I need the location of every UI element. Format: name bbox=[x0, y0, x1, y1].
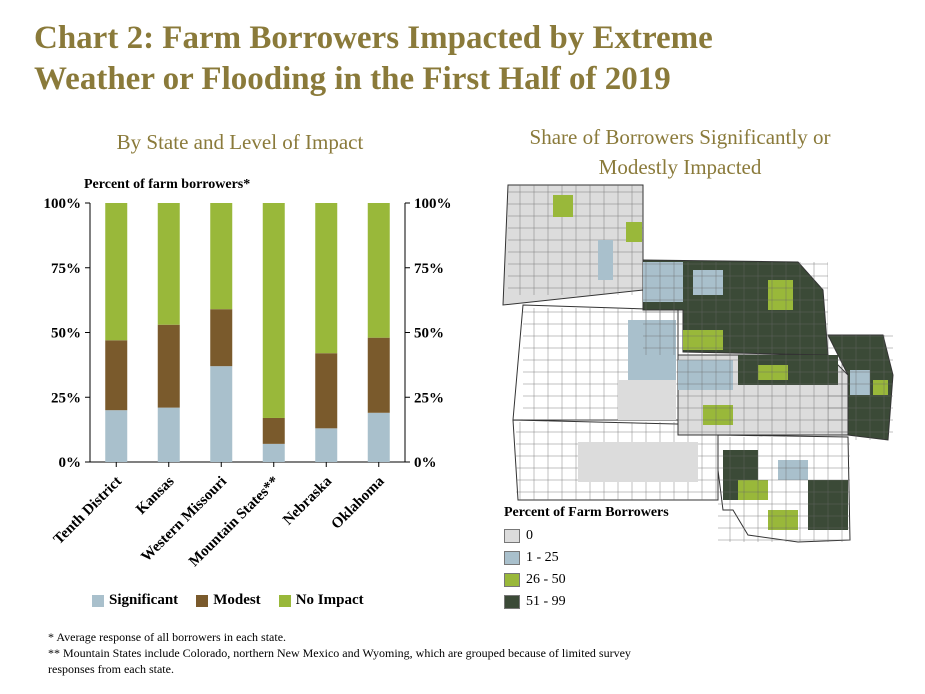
legend-swatch-modest bbox=[196, 594, 209, 607]
y-tick-label-left: 50% bbox=[51, 326, 81, 342]
bar-modest bbox=[210, 309, 233, 367]
map-county-co-2 bbox=[618, 380, 676, 420]
y-tick-label-left: 0% bbox=[59, 455, 82, 471]
y-tick-label-left: 100% bbox=[44, 196, 82, 212]
right-subtitle-line-1: Share of Borrowers Significantly or bbox=[529, 125, 831, 149]
bar-no-impact bbox=[262, 203, 285, 418]
right-subtitle: Share of Borrowers Significantly or Mode… bbox=[490, 122, 870, 182]
bar-modest bbox=[315, 353, 338, 429]
footnotes: * Average response of all borrowers in e… bbox=[48, 629, 908, 677]
map-region-oklahoma-grid bbox=[718, 437, 850, 542]
map-legend-row-2: 26 - 50 bbox=[504, 569, 669, 591]
map-legend-swatch-0 bbox=[504, 529, 520, 543]
map-region-western-missouri-grid bbox=[828, 335, 893, 440]
y-axis-label: Percent of farm borrowers* bbox=[84, 177, 251, 192]
map-legend-swatch-1 bbox=[504, 551, 520, 565]
county-map bbox=[502, 184, 894, 543]
map-legend-row-1: 1 - 25 bbox=[504, 547, 669, 569]
x-tick-label: Nebraska bbox=[280, 473, 335, 528]
footnote-1: * Average response of all borrowers in e… bbox=[48, 630, 287, 644]
legend-label-no-impact: No Impact bbox=[295, 592, 364, 608]
map-legend-row-3: 51 - 99 bbox=[504, 591, 669, 613]
y-tick-label-right: 50% bbox=[414, 326, 444, 342]
stacked-bar-chart: 0% 0% 25% 25% 50% 50% 75% 75% 100% 100% Tenth Dist… bbox=[44, 196, 452, 570]
legend-no-impact: No Impact bbox=[278, 592, 364, 609]
legend-significant: Significant bbox=[92, 592, 178, 609]
x-tick-label: Mountain States** bbox=[186, 474, 282, 570]
map-legend: Percent of Farm Borrowers 0 1 - 25 26 - … bbox=[504, 505, 669, 613]
right-subtitle-line-2: Modestly Impacted bbox=[598, 155, 762, 179]
x-tick-label: Oklahoma bbox=[329, 473, 388, 532]
title-line-2: Weather or Flooding in the First Half of… bbox=[34, 61, 671, 97]
map-legend-label-1: 1 - 25 bbox=[526, 550, 559, 565]
map-legend-label-0: 0 bbox=[526, 528, 533, 543]
y-tick-label-left: 25% bbox=[51, 390, 81, 406]
bar-legend: Significant Modest No Impact bbox=[92, 592, 364, 609]
y-tick-label-left: 75% bbox=[51, 261, 81, 277]
bar-modest bbox=[157, 324, 180, 408]
map-legend-label-2: 26 - 50 bbox=[526, 572, 566, 587]
map-legend-swatch-3 bbox=[504, 595, 520, 609]
bar-significant bbox=[210, 366, 233, 462]
map-county-wy-3 bbox=[598, 240, 613, 280]
legend-label-significant: Significant bbox=[109, 592, 179, 608]
legend-swatch-no-impact bbox=[278, 594, 291, 607]
bar-no-impact bbox=[105, 203, 128, 341]
bar-significant bbox=[367, 412, 390, 462]
footnote-2: ** Mountain States include Colorado, nor… bbox=[48, 646, 631, 660]
chart-title: Chart 2: Farm Borrowers Impacted by Extr… bbox=[34, 18, 904, 100]
left-subtitle: By State and Level of Impact bbox=[116, 130, 364, 154]
map-legend-title: Percent of Farm Borrowers bbox=[504, 505, 669, 520]
bar-significant bbox=[262, 443, 285, 462]
x-tick-label: Kansas bbox=[133, 473, 177, 517]
title-line-1: Chart 2: Farm Borrowers Impacted by Extr… bbox=[34, 20, 713, 56]
footnote-3: responses from each state. bbox=[48, 662, 174, 676]
bar-significant bbox=[315, 428, 338, 462]
x-tick-label: Tenth District bbox=[51, 474, 125, 548]
map-county-wy-1 bbox=[553, 195, 573, 217]
bar-significant bbox=[105, 410, 128, 462]
bar-no-impact bbox=[157, 203, 180, 325]
y-tick-label-right: 0% bbox=[414, 455, 437, 471]
bar-no-impact bbox=[315, 203, 338, 354]
y-tick-label-right: 100% bbox=[414, 196, 452, 212]
map-county-wy-2 bbox=[626, 222, 642, 242]
bar-modest bbox=[262, 417, 285, 444]
map-county-nm-1 bbox=[578, 442, 698, 482]
map-legend-row-0: 0 bbox=[504, 525, 669, 547]
map-region-nebraska-grid bbox=[643, 262, 828, 355]
map-region-wyoming-grid bbox=[508, 185, 643, 295]
bar-no-impact bbox=[210, 203, 233, 310]
map-legend-swatch-2 bbox=[504, 573, 520, 587]
bar-modest bbox=[105, 340, 128, 411]
y-tick-label-right: 25% bbox=[414, 390, 444, 406]
bar-modest bbox=[367, 337, 390, 413]
bar-significant bbox=[157, 407, 180, 462]
bar-no-impact bbox=[367, 203, 390, 338]
y-tick-label-right: 75% bbox=[414, 261, 444, 277]
map-legend-label-3: 51 - 99 bbox=[526, 594, 566, 609]
legend-swatch-significant bbox=[92, 594, 104, 607]
legend-modest: Modest bbox=[196, 592, 261, 609]
legend-label-modest: Modest bbox=[213, 592, 261, 608]
map-region-kansas-grid bbox=[678, 355, 848, 435]
